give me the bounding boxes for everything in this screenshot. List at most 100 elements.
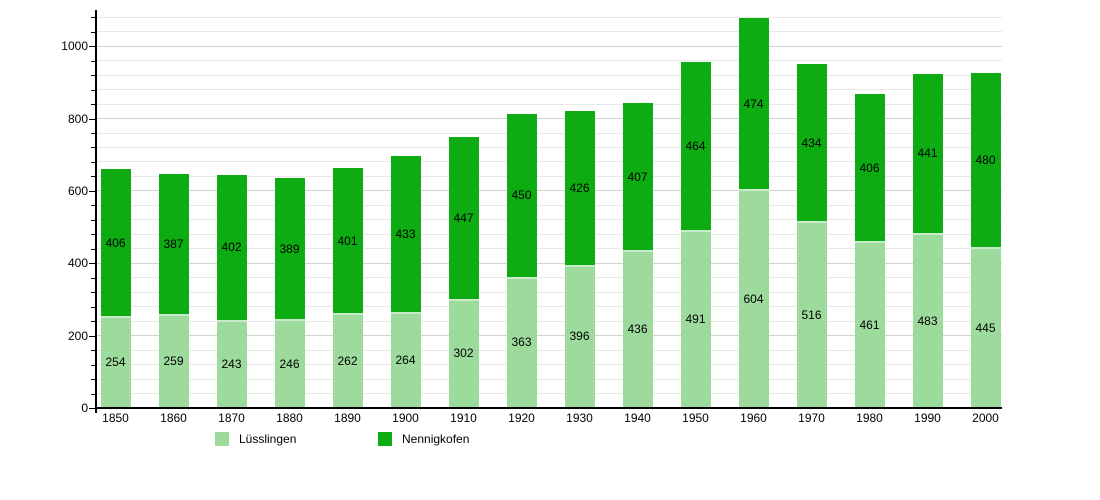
bar-segment-nennigkofen-1990 xyxy=(912,73,943,234)
bar-segment-nennigkofen-1880 xyxy=(274,178,305,319)
bar-value-nennigkofen-1960: 474 xyxy=(743,96,764,111)
bar-segment-lusslingen-1930 xyxy=(564,264,595,408)
y-tick-320 xyxy=(91,292,95,294)
y-axis-label-800: 800 xyxy=(67,111,88,126)
bar-value-nennigkofen-1970: 434 xyxy=(801,135,822,150)
x-axis-label-1890: 1890 xyxy=(334,411,361,425)
bar-value-nennigkofen-1950: 464 xyxy=(685,139,706,154)
y-tick-680 xyxy=(91,161,95,163)
bar-value-nennigkofen-1860: 387 xyxy=(163,237,184,252)
bar-segment-lusslingen-1860 xyxy=(158,314,189,408)
gridline-760 xyxy=(97,132,1002,134)
y-axis-label-1000: 1000 xyxy=(61,39,88,54)
gridline-880 xyxy=(97,89,1002,91)
bar-value-lusslingen-1960: 604 xyxy=(743,291,764,306)
gridline-560 xyxy=(97,204,1002,206)
gridline-800 xyxy=(97,118,1002,120)
y-tick-520 xyxy=(91,219,95,221)
bar-value-nennigkofen-1870: 402 xyxy=(221,240,242,255)
gridline-840 xyxy=(97,103,1002,105)
legend-item-nennigkofen: Nennigkofen xyxy=(378,431,469,447)
y-tick-440 xyxy=(91,248,95,250)
gridline-360 xyxy=(97,277,1002,279)
gridline-1080 xyxy=(97,16,1002,18)
bar-segment-nennigkofen-1950 xyxy=(680,62,711,231)
bar-value-lusslingen-2000: 445 xyxy=(975,320,996,335)
y-tick-200 xyxy=(89,335,95,337)
bar-segment-lusslingen-1940 xyxy=(622,250,653,408)
bar-value-lusslingen-1850: 254 xyxy=(105,355,126,370)
gridline-1000 xyxy=(97,45,1002,47)
bar-value-nennigkofen-1900: 433 xyxy=(395,227,416,242)
gridline-400 xyxy=(97,262,1002,264)
x-axis-label-1910: 1910 xyxy=(450,411,477,425)
bar-segment-nennigkofen-1860 xyxy=(158,174,189,315)
bar-value-lusslingen-1870: 243 xyxy=(221,357,242,372)
x-axis-label-1930: 1930 xyxy=(566,411,593,425)
x-axis-label-1880: 1880 xyxy=(276,411,303,425)
x-axis-label-1950: 1950 xyxy=(682,411,709,425)
y-axis-label-200: 200 xyxy=(67,328,88,343)
bar-segment-lusslingen-1890 xyxy=(332,313,363,408)
y-tick-960 xyxy=(91,60,95,62)
y-tick-80 xyxy=(91,379,95,381)
gridline-80 xyxy=(97,378,1002,380)
y-tick-1040 xyxy=(91,31,95,33)
gridline-440 xyxy=(97,248,1002,250)
gridline-200 xyxy=(97,335,1002,337)
bar-segment-lusslingen-1870 xyxy=(216,320,247,408)
gridline-240 xyxy=(97,320,1002,322)
bar-value-lusslingen-1950: 491 xyxy=(685,312,706,327)
bar-value-nennigkofen-1920: 450 xyxy=(511,188,532,203)
x-axis-label-1960: 1960 xyxy=(740,411,767,425)
bar-value-nennigkofen-1880: 389 xyxy=(279,241,300,256)
bar-segment-nennigkofen-1920 xyxy=(506,113,537,277)
x-axis-label-1850: 1850 xyxy=(102,411,129,425)
gridline-320 xyxy=(97,291,1002,293)
x-axis-label-1870: 1870 xyxy=(218,411,245,425)
x-axis-label-1990: 1990 xyxy=(914,411,941,425)
legend-swatch-lusslingen xyxy=(215,432,229,446)
gridline-680 xyxy=(97,161,1002,163)
y-tick-880 xyxy=(91,89,95,91)
bar-value-nennigkofen-1910: 447 xyxy=(453,210,474,225)
y-tick-600 xyxy=(89,190,95,192)
legend-swatch-nennigkofen xyxy=(378,432,392,446)
y-axis-label-0: 0 xyxy=(81,401,88,415)
x-axis-label-1900: 1900 xyxy=(392,411,419,425)
bar-segment-lusslingen-1990 xyxy=(912,233,943,408)
bar-value-lusslingen-1880: 246 xyxy=(279,356,300,371)
gridline-40 xyxy=(97,393,1002,395)
bar-value-lusslingen-1990: 483 xyxy=(917,313,938,328)
bar-value-lusslingen-1980: 461 xyxy=(859,317,880,332)
bar-segment-nennigkofen-1960 xyxy=(738,17,769,190)
gridline-720 xyxy=(97,147,1002,148)
gridline-920 xyxy=(97,74,1002,76)
bar-segment-nennigkofen-1900 xyxy=(390,155,421,313)
y-tick-640 xyxy=(91,176,95,178)
x-axis-line xyxy=(95,407,1002,409)
y-tick-840 xyxy=(91,104,95,106)
y-tick-800 xyxy=(89,118,95,120)
x-axis-label-1860: 1860 xyxy=(160,411,187,425)
y-tick-120 xyxy=(91,364,95,366)
bar-segment-lusslingen-1880 xyxy=(274,319,305,408)
y-axis-label-600: 600 xyxy=(67,183,88,198)
bar-value-nennigkofen-1850: 406 xyxy=(105,235,126,250)
bar-value-nennigkofen-1980: 406 xyxy=(859,160,880,175)
gridline-640 xyxy=(97,175,1002,177)
y-tick-920 xyxy=(91,75,95,77)
bar-value-lusslingen-1920: 363 xyxy=(511,335,532,350)
legend-label-nennigkofen: Nennigkofen xyxy=(402,432,470,446)
y-tick-1080 xyxy=(91,17,95,19)
bar-segment-lusslingen-1960 xyxy=(738,189,769,408)
bar-segment-nennigkofen-1930 xyxy=(564,110,595,265)
bar-segment-nennigkofen-1870 xyxy=(216,174,247,321)
y-tick-1000 xyxy=(89,46,95,48)
y-axis-label-400: 400 xyxy=(67,256,88,271)
y-tick-360 xyxy=(91,277,95,279)
y-tick-560 xyxy=(91,205,95,207)
bar-value-lusslingen-1930: 396 xyxy=(569,329,590,344)
bar-segment-lusslingen-1950 xyxy=(680,230,711,408)
